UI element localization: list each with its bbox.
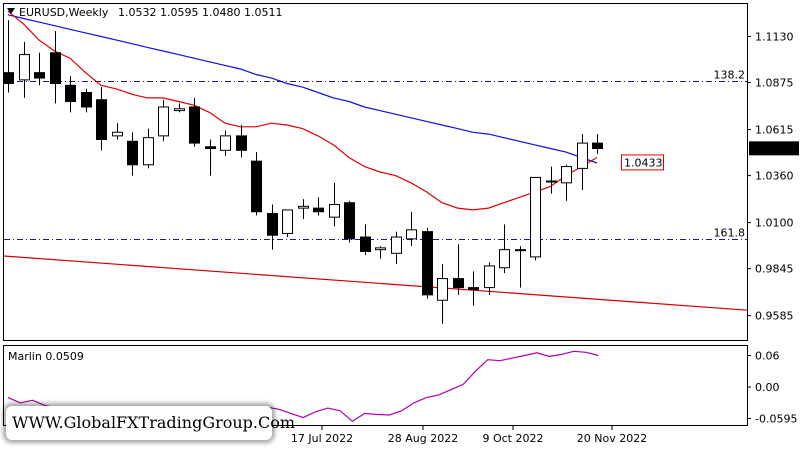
oscillator-tick-label: 0.00 xyxy=(755,381,780,394)
menu-triangle-icon[interactable] xyxy=(7,8,15,14)
candle-body xyxy=(189,106,200,144)
candle-body xyxy=(329,204,340,218)
candle-body xyxy=(282,209,293,234)
price-tick-label: 1.0875 xyxy=(755,77,794,90)
watermark-text: WWW.GlobalFXTradingGroup.Com xyxy=(12,413,296,432)
candle-body xyxy=(577,142,588,169)
time-tick-label: 17 Jul 2022 xyxy=(291,432,353,445)
candle-body xyxy=(468,287,479,290)
candle-body xyxy=(530,176,541,258)
candle-body xyxy=(422,231,433,296)
price-tick-label: 1.0615 xyxy=(755,124,794,137)
candle-body xyxy=(34,72,45,79)
candle-body xyxy=(19,54,30,81)
fib-level-label: 161.8 xyxy=(714,227,746,240)
candles xyxy=(3,20,603,324)
candle-body xyxy=(143,137,154,166)
candle-body xyxy=(127,140,138,166)
ohlc-values: 1.0532 1.0595 1.0480 1.0511 xyxy=(118,6,282,19)
price-tick-label: 1.0100 xyxy=(755,217,794,230)
candle-body xyxy=(251,160,262,213)
candle-body xyxy=(96,99,107,140)
candle-body xyxy=(484,265,495,289)
candle-body xyxy=(50,52,61,84)
candle-body xyxy=(592,142,603,150)
candle-body xyxy=(499,249,510,269)
fib-level-label: 138.2 xyxy=(714,69,746,82)
candle-body xyxy=(546,180,557,183)
oscillator-tick-label: -0.0595 xyxy=(755,412,797,425)
price-tick-label: 1.0360 xyxy=(755,170,794,183)
main-plot-frame xyxy=(3,3,748,341)
ma-fast-line xyxy=(7,10,598,211)
ma-level-label: 1.0433 xyxy=(624,156,663,169)
trendline xyxy=(3,255,748,311)
candle-body xyxy=(65,84,76,103)
moving-averages xyxy=(7,10,598,211)
watermark-box xyxy=(6,406,272,440)
candle-body xyxy=(298,205,309,209)
fibonacci-levels: 138.2 161.8 xyxy=(4,69,747,240)
ma-level-tag xyxy=(621,154,664,171)
time-axis: 17 Jul 2022 28 Aug 2022 9 Oct 2022 20 Nov 2… xyxy=(291,426,647,445)
indicator-label: Marlin 0.0509 xyxy=(8,350,84,363)
candle-body xyxy=(561,166,572,184)
current-price-tag xyxy=(749,141,799,156)
trendline-layer xyxy=(3,255,748,311)
time-tick-label: 9 Oct 2022 xyxy=(482,432,543,445)
candle-body xyxy=(437,278,448,301)
candle-body xyxy=(236,135,247,151)
time-tick-label: 28 Aug 2022 xyxy=(388,432,458,445)
candle-body xyxy=(375,247,386,251)
candle-body xyxy=(3,72,14,84)
chart-header: EURUSD,Weekly 1.0532 1.0595 1.0480 1.051… xyxy=(7,6,282,19)
price-axis: 1.1130 1.0875 1.0615 1.0360 1.0100 0.9845 0.95… xyxy=(621,31,799,323)
candle-body xyxy=(205,146,216,150)
candle-body xyxy=(158,106,169,137)
candle-body xyxy=(360,236,371,252)
price-tick-label: 0.9845 xyxy=(755,263,794,276)
candle-body xyxy=(313,207,324,213)
current-price-label: 1.0511 xyxy=(753,142,792,155)
candle-body xyxy=(515,249,526,252)
candle-body xyxy=(220,135,231,151)
candle-body xyxy=(174,108,185,112)
candle-body xyxy=(344,202,355,240)
candle-body xyxy=(81,92,92,108)
candle-body xyxy=(391,236,402,254)
candle-body xyxy=(453,278,464,289)
ma-slow-line xyxy=(7,14,598,164)
candle-body xyxy=(112,131,123,137)
oscillator: 0.06 0.00 -0.0595 xyxy=(7,349,797,426)
price-tick-label: 0.9585 xyxy=(755,310,794,323)
price-tick-label: 1.1130 xyxy=(755,31,794,44)
oscillator-tick-label: 0.06 xyxy=(755,349,780,362)
time-tick-label: 20 Nov 2022 xyxy=(577,432,647,445)
candle-body xyxy=(267,213,278,236)
symbol-title: EURUSD,Weekly xyxy=(19,6,109,19)
candle-body xyxy=(406,229,417,240)
